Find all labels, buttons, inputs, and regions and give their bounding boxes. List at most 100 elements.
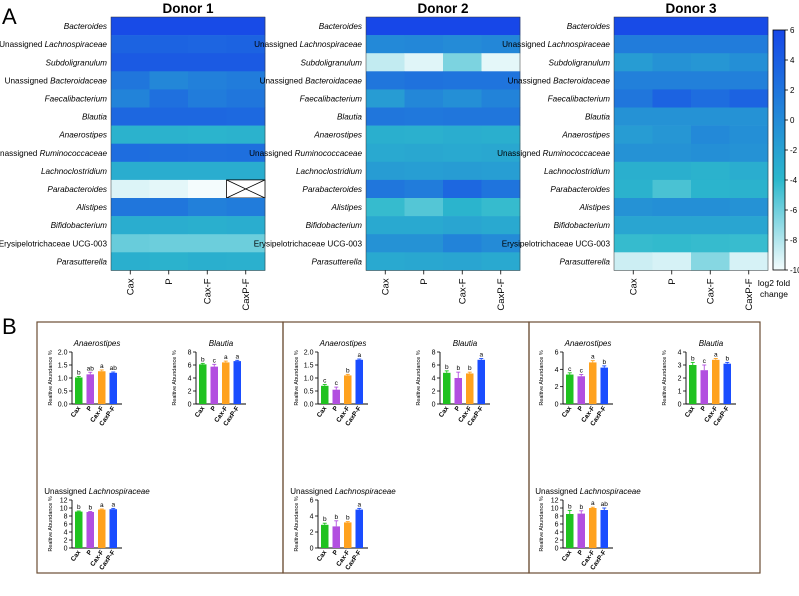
- heatmap-cell: [188, 35, 227, 54]
- heatmap-row-label: Bifidobacterium: [554, 221, 611, 230]
- heatmap-row-label: Bacteroides: [64, 22, 107, 31]
- bar-y-axis-label: Realtive Abundance %: [662, 350, 668, 405]
- heatmap-cell: [652, 252, 692, 271]
- heatmap-row-label: Unassigned Ruminococcaceae: [497, 149, 610, 158]
- bar-chart-title: Blautia: [699, 339, 724, 348]
- heatmap-cell: [481, 143, 521, 163]
- bar-y-tick-label: 6: [555, 350, 559, 357]
- bar-y-tick-label: 4: [678, 350, 682, 357]
- bar-y-tick-label: 12: [60, 498, 68, 505]
- heatmap-cell: [614, 107, 653, 126]
- heatmap-cell: [188, 71, 227, 90]
- bar-y-tick-label: 4: [310, 514, 314, 521]
- bar-y-tick-label: 10: [551, 506, 559, 513]
- heatmap-row-label: Faecalibacterium: [300, 94, 363, 103]
- row-label-part: Parasutterella: [56, 257, 107, 266]
- bar-caxp-f: [355, 359, 363, 404]
- significance-letter: c: [703, 358, 707, 365]
- heatmap-cell: [443, 216, 482, 235]
- heatmap-cell: [366, 216, 405, 235]
- donor-bar-panel-frame: [282, 321, 530, 574]
- heatmap-cell: [443, 53, 482, 72]
- row-label-part: Alistipes: [76, 203, 108, 212]
- heatmap-cell: [149, 107, 189, 126]
- bar-y-axis-label: Realtive Abundance %: [48, 350, 54, 405]
- bar-y-tick-label: 6: [310, 498, 314, 505]
- heatmap-cell: [652, 125, 692, 144]
- significance-letter: b: [568, 503, 572, 510]
- heatmap-cell: [614, 234, 653, 253]
- bar-category-label: Cax: [438, 405, 451, 419]
- bar-caxp-f: [723, 363, 731, 404]
- row-label-part: Unassigned: [260, 76, 306, 85]
- heatmap-cell: [481, 161, 521, 181]
- heatmap-cell: [226, 53, 266, 72]
- heatmap-column-label: CaxP-F: [241, 278, 252, 310]
- heatmap-cell: [404, 143, 444, 163]
- heatmap-cell: [652, 143, 692, 163]
- heatmap-cell: [111, 198, 150, 217]
- heatmap-cell: [149, 35, 189, 54]
- bar-caxp-f: [600, 367, 608, 404]
- heatmap-cell: [652, 53, 692, 72]
- bar-chart-title: Blautia: [209, 339, 234, 348]
- bar-y-axis-label: Realtive Abundance %: [416, 350, 422, 405]
- heatmap-row-label: Erysipelotrichaceae UCG-003: [0, 239, 107, 248]
- heatmap-row-label: Unassigned Bacteroidaceae: [5, 76, 108, 85]
- bar-chart-panels: Anaerostipes 0.0 0.5 1.0 1.5 2.0 Realtive Abun…: [36, 321, 761, 574]
- significance-letter: a: [235, 353, 239, 360]
- colorbar-tick-label: -8: [790, 236, 798, 245]
- bar-y-tick-label: 2: [64, 538, 68, 545]
- row-label-part: Unassigned: [5, 76, 51, 85]
- heatmap-cell: [226, 35, 266, 54]
- heatmap-donor-1: Donor 1 Bacteroides Unassigned Lachnospira…: [0, 1, 266, 311]
- bar-y-tick-label: 2: [678, 376, 682, 383]
- row-label-part: Lachnoclostridium: [296, 167, 362, 176]
- significance-letter: c: [213, 357, 217, 364]
- bar-cax: [566, 514, 574, 548]
- significance-letter: b: [579, 504, 583, 511]
- heatmap-cell: [404, 71, 444, 90]
- heatmap-cell: [691, 53, 730, 72]
- significance-letter: b: [445, 364, 449, 371]
- bar-cax-f: [589, 362, 597, 404]
- heatmap-cell: [404, 161, 444, 181]
- heatmap-cell: [404, 17, 444, 36]
- row-label-part: Unassigned: [249, 149, 295, 158]
- bar-category-label: Cax: [194, 405, 207, 419]
- heatmap-cell: [226, 161, 266, 181]
- heatmap-cell: [729, 53, 769, 72]
- significance-letter: b: [346, 367, 350, 374]
- colorbar-gradient: [772, 29, 786, 271]
- heatmap-cell: [188, 234, 227, 253]
- heatmap-cell: [729, 89, 769, 108]
- bar-y-tick-label: 1.0: [58, 376, 68, 383]
- bar-cax: [199, 364, 207, 404]
- significance-letter: a: [591, 354, 595, 361]
- significance-letter: b: [334, 514, 338, 521]
- row-label-part: Subdoligranulum: [301, 58, 363, 67]
- heatmap-cell: [149, 71, 189, 90]
- heatmap-cell: [111, 234, 150, 253]
- row-label-part: Subdoligranulum: [549, 58, 611, 67]
- heatmap-cell: [226, 216, 266, 235]
- bar-cax: [689, 365, 697, 404]
- bar-p: [700, 370, 708, 404]
- bar-p: [210, 366, 218, 404]
- bar-y-tick-label: 0.5: [58, 389, 68, 396]
- bar-chart-title: Anaerostipes: [319, 339, 367, 348]
- row-label-part: Bacteroides: [64, 22, 107, 31]
- heatmap-cell: [366, 143, 405, 163]
- heatmap-cell: [366, 53, 405, 72]
- heatmap-cell: [366, 89, 405, 108]
- heatmap-cell: [111, 125, 150, 144]
- heatmap-row-label: Blautia: [82, 113, 107, 122]
- significance-letter: b: [725, 355, 729, 362]
- row-label-part: Lachnospiraceae: [548, 40, 611, 49]
- heatmap-cell: [652, 161, 692, 181]
- heatmap-cell: [443, 35, 482, 54]
- heatmap-cell: [404, 35, 444, 54]
- heatmap-cell: [691, 89, 730, 108]
- heatmap-cell: [729, 143, 769, 163]
